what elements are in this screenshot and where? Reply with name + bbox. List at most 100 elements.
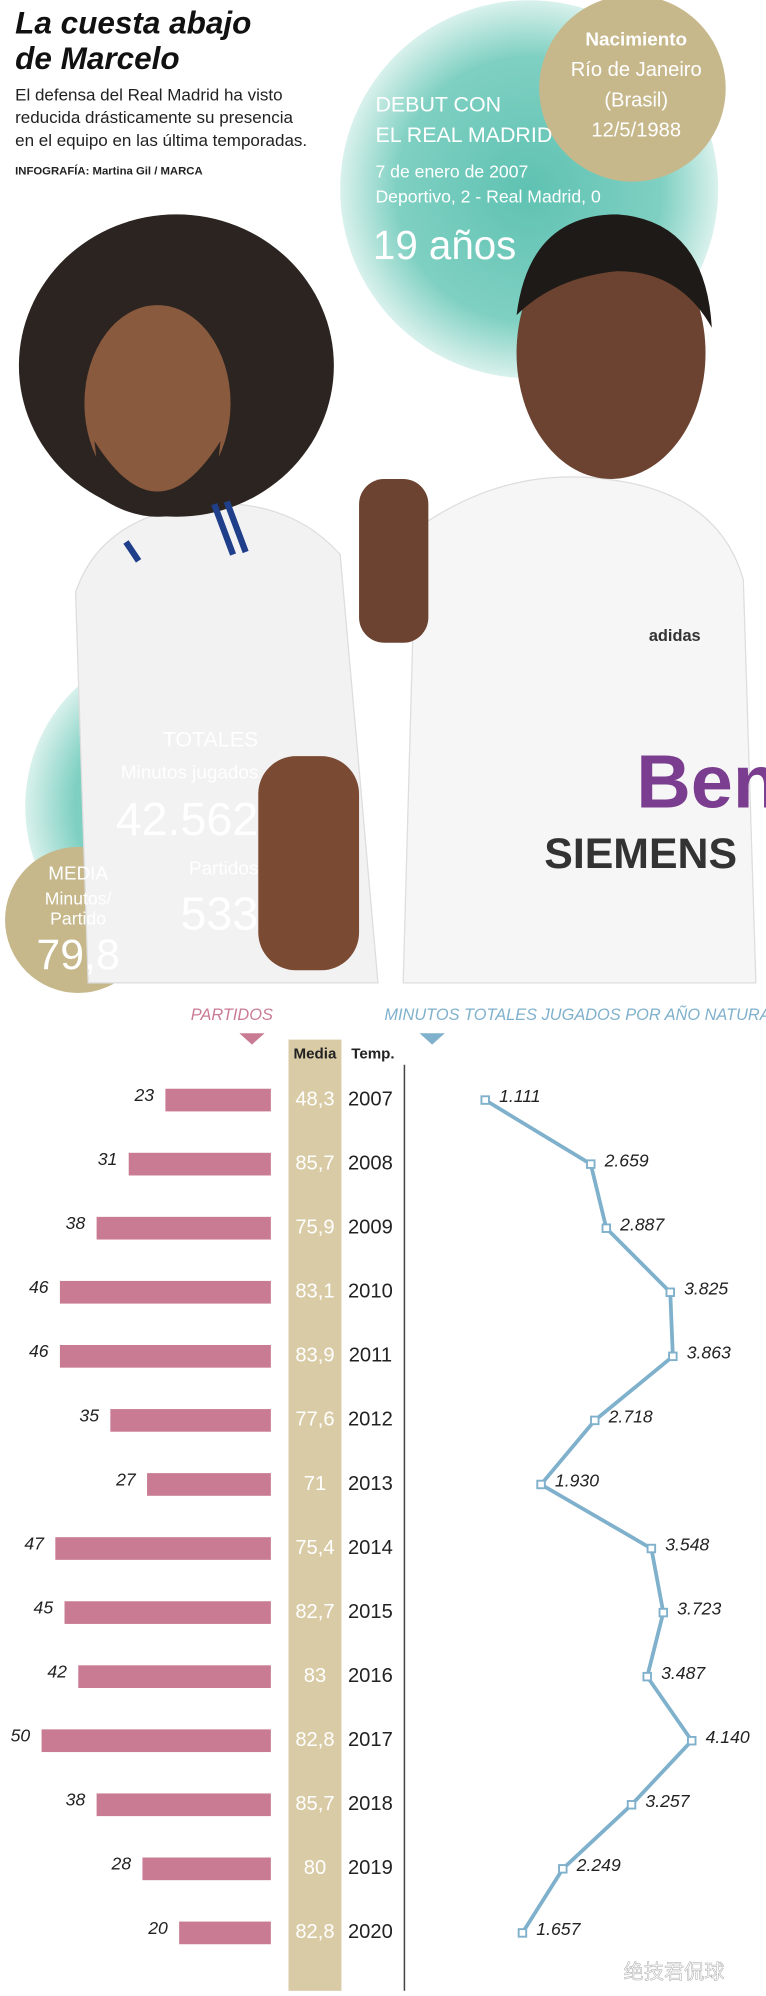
media-value: 85,7 <box>295 1793 334 1815</box>
categories-header: Temp. <box>351 1046 394 1063</box>
point-label: 3.825 <box>684 1278 728 1298</box>
debut-date: 7 de enero de 2007 <box>375 161 528 181</box>
bar-label: 28 <box>111 1854 132 1874</box>
point <box>558 1864 568 1874</box>
media-value: 83,1 <box>295 1281 334 1303</box>
bar-label: 20 <box>147 1918 168 1938</box>
point-label: 3.863 <box>687 1342 731 1362</box>
point-label: 1.930 <box>555 1471 599 1491</box>
point <box>517 1928 528 1938</box>
bar <box>59 1280 271 1304</box>
media-value: 80 <box>304 1857 326 1879</box>
year-label: 2017 <box>348 1729 393 1751</box>
media-value: 82,7 <box>295 1601 334 1623</box>
bar-label: 47 <box>24 1533 45 1553</box>
totals-matches-label: Partidos <box>189 858 258 879</box>
bar-label: 31 <box>98 1149 118 1169</box>
birth-line: 12/5/1988 <box>591 120 681 142</box>
player-photo-young: Benq SIEMENS adidas <box>359 214 766 984</box>
media-value: 77,6 <box>295 1409 334 1431</box>
line-title-arrow <box>419 1033 445 1045</box>
year-label: 2013 <box>348 1473 393 1495</box>
media-value: 71 <box>304 1473 326 1495</box>
point <box>687 1735 697 1746</box>
point <box>536 1479 546 1490</box>
point-label: 2.659 <box>604 1150 649 1170</box>
bar-title: PARTIDOS <box>191 1006 273 1024</box>
bar <box>179 1921 271 1945</box>
birth-label: Nacimiento <box>585 30 687 51</box>
bar <box>96 1216 271 1240</box>
point-label: 3.487 <box>661 1663 706 1683</box>
title-line: La cuesta abajo <box>15 5 251 41</box>
point <box>601 1223 612 1233</box>
point-label: 2.718 <box>608 1407 653 1427</box>
average-label: Minutos/ <box>45 888 112 908</box>
point-label: 2.249 <box>576 1855 621 1875</box>
year-label: 2007 <box>348 1088 393 1110</box>
birth-line: (Brasil) <box>604 89 668 111</box>
line <box>484 1098 695 1934</box>
debut-age: 19 años <box>373 223 516 268</box>
point-label: 3.723 <box>677 1599 721 1619</box>
subtitle-line: en el equipo en las última temporadas. <box>15 131 307 150</box>
point-label: 1.111 <box>499 1086 541 1106</box>
title-line: de Marcelo <box>15 40 179 76</box>
year-label: 2009 <box>348 1217 393 1239</box>
point <box>646 1543 657 1554</box>
player-photo-old <box>18 214 379 984</box>
point <box>668 1351 678 1362</box>
point <box>642 1671 652 1682</box>
media-value: 82,8 <box>295 1921 334 1943</box>
bar <box>165 1088 271 1112</box>
bar-label: 38 <box>66 1790 86 1810</box>
year-label: 2019 <box>348 1857 393 1879</box>
debut-match: Deportivo, 2 - Real Madrid, 0 <box>375 187 601 207</box>
point <box>586 1159 596 1169</box>
debut-title: DEBUT CON <box>375 93 501 117</box>
bar-label: 35 <box>79 1405 99 1425</box>
point <box>665 1287 675 1297</box>
svg-text:SIEMENS: SIEMENS <box>544 830 737 878</box>
year-label: 2011 <box>349 1345 392 1367</box>
year-label: 2008 <box>348 1152 393 1174</box>
subtitle-line: El defensa del Real Madrid ha visto <box>15 85 282 104</box>
bar-label: 50 <box>11 1726 31 1746</box>
bar-label: 46 <box>29 1341 49 1361</box>
bar-label: 23 <box>133 1085 154 1105</box>
media-value: 83 <box>304 1665 326 1687</box>
totals-minutes-label: Minutos jugados <box>121 763 258 784</box>
point-label: 1.657 <box>536 1919 581 1939</box>
year-label: 2016 <box>348 1665 393 1687</box>
media-value: 82,8 <box>295 1729 334 1751</box>
birth-circle <box>539 0 726 182</box>
bar <box>59 1344 271 1368</box>
bar <box>142 1857 271 1881</box>
media-value: 75,4 <box>295 1537 334 1559</box>
year-label: 2012 <box>348 1409 393 1431</box>
bar <box>96 1793 271 1817</box>
line-title: MINUTOS TOTALES JUGADOS POR AÑO NATURAL <box>384 1005 766 1024</box>
point <box>658 1607 669 1618</box>
birth-line: Río de Janeiro <box>571 59 702 81</box>
point <box>626 1800 637 1810</box>
svg-text:Benq: Benq <box>636 741 766 825</box>
bar <box>110 1409 271 1432</box>
average-title: MEDIA <box>48 864 108 885</box>
bar <box>78 1665 271 1688</box>
point-label: 2.887 <box>619 1214 665 1234</box>
media-value: 83,9 <box>295 1345 334 1367</box>
bar <box>147 1473 271 1496</box>
bar-title-arrow <box>239 1033 265 1045</box>
year-label: 2018 <box>348 1793 393 1815</box>
year-label: 2020 <box>348 1921 393 1943</box>
debut-title: EL REAL MADRID <box>375 123 552 147</box>
point-label: 4.140 <box>706 1727 750 1747</box>
bar-label: 38 <box>66 1213 86 1233</box>
point-label: 3.257 <box>645 1791 690 1811</box>
point <box>480 1095 490 1105</box>
year-label: 2015 <box>348 1601 393 1623</box>
bar <box>41 1729 271 1753</box>
media-value: 75,9 <box>295 1217 334 1239</box>
